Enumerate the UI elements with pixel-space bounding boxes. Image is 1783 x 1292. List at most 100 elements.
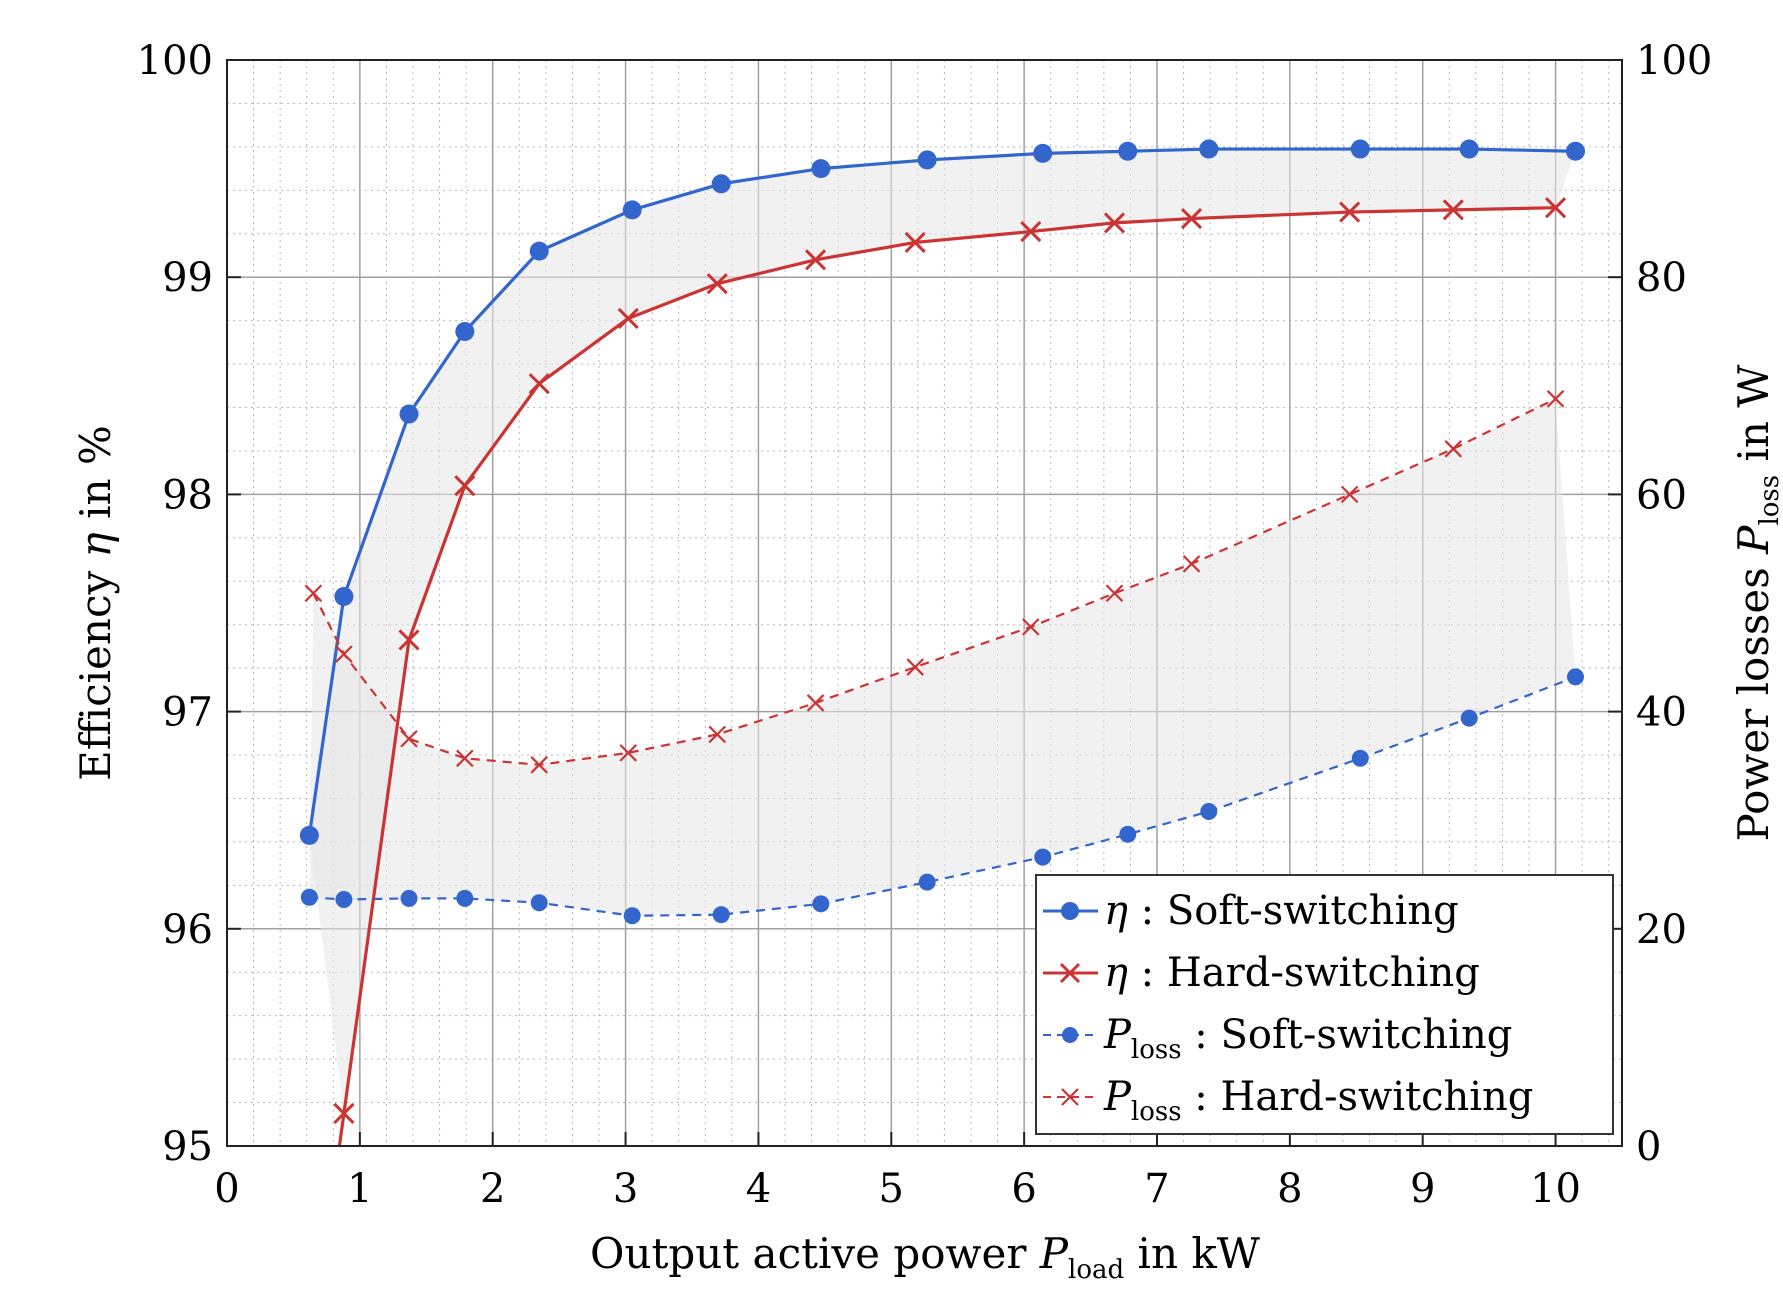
data-point-eta_hard xyxy=(617,307,639,330)
x-tick-label: 9 xyxy=(1410,1166,1435,1212)
legend-var: P xyxy=(1103,1074,1132,1120)
data-point-eta_soft xyxy=(399,404,419,424)
data-point-eta_hard xyxy=(333,1102,355,1124)
y-left-tick-label: 99 xyxy=(162,255,213,301)
y-right-axis-label-sub: loss xyxy=(1755,475,1783,526)
data-point-eta_hard xyxy=(1545,197,1567,219)
plot-frame xyxy=(226,59,1623,1147)
data-point-eta_soft xyxy=(1350,139,1370,159)
data-point-ploss_hard xyxy=(335,645,353,663)
y-left-tick-label: 96 xyxy=(162,907,213,953)
x-tick-label: 8 xyxy=(1277,1166,1302,1212)
data-point-eta_soft xyxy=(1118,141,1138,161)
legend-entry-eta-soft: η : Soft-switching xyxy=(1043,888,1459,934)
data-point-eta_soft xyxy=(299,825,319,845)
y-left-axis-label-main: Efficiency xyxy=(71,557,120,780)
data-point-ploss_hard xyxy=(456,749,474,768)
y-left-axis-label: Efficiency η in % xyxy=(71,425,120,781)
data-point-eta_soft xyxy=(1199,139,1219,159)
legend-var: P xyxy=(1103,1012,1132,1058)
y-left-tick-label: 98 xyxy=(162,472,213,518)
legend-label-ploss-soft: Ploss : Soft-switching xyxy=(1103,1012,1512,1065)
legend-label-ploss-hard: Ploss : Hard-switching xyxy=(1103,1074,1533,1127)
legend-cross-marker-icon xyxy=(1061,1088,1079,1106)
x-tick-labels: 0 1 2 3 4 5 6 7 8 9 10 xyxy=(214,1166,1581,1212)
legend-cross-marker-icon xyxy=(1059,962,1081,984)
data-point-ploss_hard xyxy=(906,658,924,676)
x-tick-label: 10 xyxy=(1530,1166,1581,1212)
x-tick-label: 0 xyxy=(214,1166,239,1212)
data-point-ploss_soft xyxy=(530,894,548,912)
data-point-ploss_soft xyxy=(335,890,353,908)
data-point-ploss_soft xyxy=(300,888,318,906)
x-axis-label-var: P xyxy=(1039,1229,1069,1278)
data-point-ploss_soft xyxy=(1460,709,1478,727)
y-left-axis-label-unit: in % xyxy=(71,425,120,532)
data-point-eta_hard xyxy=(1103,212,1126,234)
data-point-eta_hard xyxy=(1180,207,1203,230)
y-right-tick-label: 0 xyxy=(1636,1124,1661,1170)
x-axis-label-main: Output active power xyxy=(590,1229,1040,1278)
x-tick-label: 4 xyxy=(746,1166,771,1212)
legend-sep: : xyxy=(1128,950,1167,996)
data-point-ploss_soft xyxy=(400,889,418,907)
y-right-tick-label: 40 xyxy=(1636,690,1687,736)
data-point-ploss_hard xyxy=(1022,618,1040,636)
data-point-eta_soft xyxy=(1566,141,1585,161)
y-left-axis-label-var: η xyxy=(71,532,120,557)
data-point-eta_soft xyxy=(711,174,731,194)
data-point-ploss_soft xyxy=(1567,668,1584,686)
y-left-tick-label: 97 xyxy=(162,690,213,736)
data-point-ploss_soft xyxy=(623,907,641,925)
data-point-ploss_soft xyxy=(812,895,830,913)
data-point-eta_hard xyxy=(1020,221,1042,243)
legend-sep: : xyxy=(1182,1074,1221,1120)
data-point-ploss_soft xyxy=(918,873,936,891)
data-point-eta_hard xyxy=(398,629,420,651)
y-right-tick-label: 60 xyxy=(1636,472,1687,518)
data-point-ploss_hard xyxy=(1444,440,1463,458)
legend-entry-ploss-hard: Ploss : Hard-switching xyxy=(1043,1074,1533,1127)
legend-sep: : xyxy=(1128,888,1167,934)
legend-sep: : xyxy=(1182,1012,1221,1058)
legend-var: η xyxy=(1104,888,1128,934)
x-tick-label: 2 xyxy=(480,1166,505,1212)
y-left-tick-label: 100 xyxy=(137,38,213,84)
x-tick-label: 7 xyxy=(1144,1166,1169,1212)
y-right-tick-label: 80 xyxy=(1636,255,1687,301)
data-point-ploss_hard xyxy=(304,584,323,603)
x-tick-label: 6 xyxy=(1011,1166,1036,1212)
shaded-regions xyxy=(309,149,1576,1114)
data-point-ploss_soft xyxy=(456,889,474,907)
legend-text: Soft-switching xyxy=(1220,1012,1512,1058)
y-right-axis-label: Power losses Ploss in W xyxy=(1729,364,1783,842)
data-point-ploss_hard xyxy=(708,725,727,744)
data-point-ploss_hard xyxy=(1340,485,1359,504)
data-point-ploss_hard xyxy=(1182,555,1201,573)
data-point-eta_soft xyxy=(811,159,831,179)
y-right-axis-label-unit: in W xyxy=(1729,364,1778,475)
data-point-eta_soft xyxy=(529,241,549,261)
legend-text: Hard-switching xyxy=(1220,1074,1533,1120)
legend-text: Soft-switching xyxy=(1167,888,1459,934)
data-point-eta_soft xyxy=(622,200,642,220)
y-right-tick-label: 100 xyxy=(1636,38,1712,84)
legend: η : Soft-switching η : Hard-switching Pl… xyxy=(1035,874,1614,1135)
x-tick-label: 1 xyxy=(347,1166,372,1212)
shade-loss-gap xyxy=(309,398,1576,916)
legend-dot-marker-icon xyxy=(1061,902,1079,920)
y-left-tick-labels: 95 96 97 98 99 100 xyxy=(137,38,213,1170)
legend-entry-eta-hard: η : Hard-switching xyxy=(1043,950,1480,996)
data-point-eta_soft xyxy=(917,150,937,170)
data-point-ploss_soft xyxy=(712,906,730,924)
legend-box xyxy=(1035,874,1614,1135)
data-point-ploss_soft xyxy=(1034,848,1052,866)
data-point-eta_hard xyxy=(804,249,827,271)
series-markers xyxy=(299,139,1585,1124)
legend-dot-marker-icon xyxy=(1062,1027,1078,1043)
data-point-ploss_hard xyxy=(806,694,825,712)
legend-var: η xyxy=(1104,950,1128,996)
legend-entry-ploss-soft: Ploss : Soft-switching xyxy=(1043,1012,1512,1065)
data-point-ploss_hard xyxy=(530,756,548,774)
